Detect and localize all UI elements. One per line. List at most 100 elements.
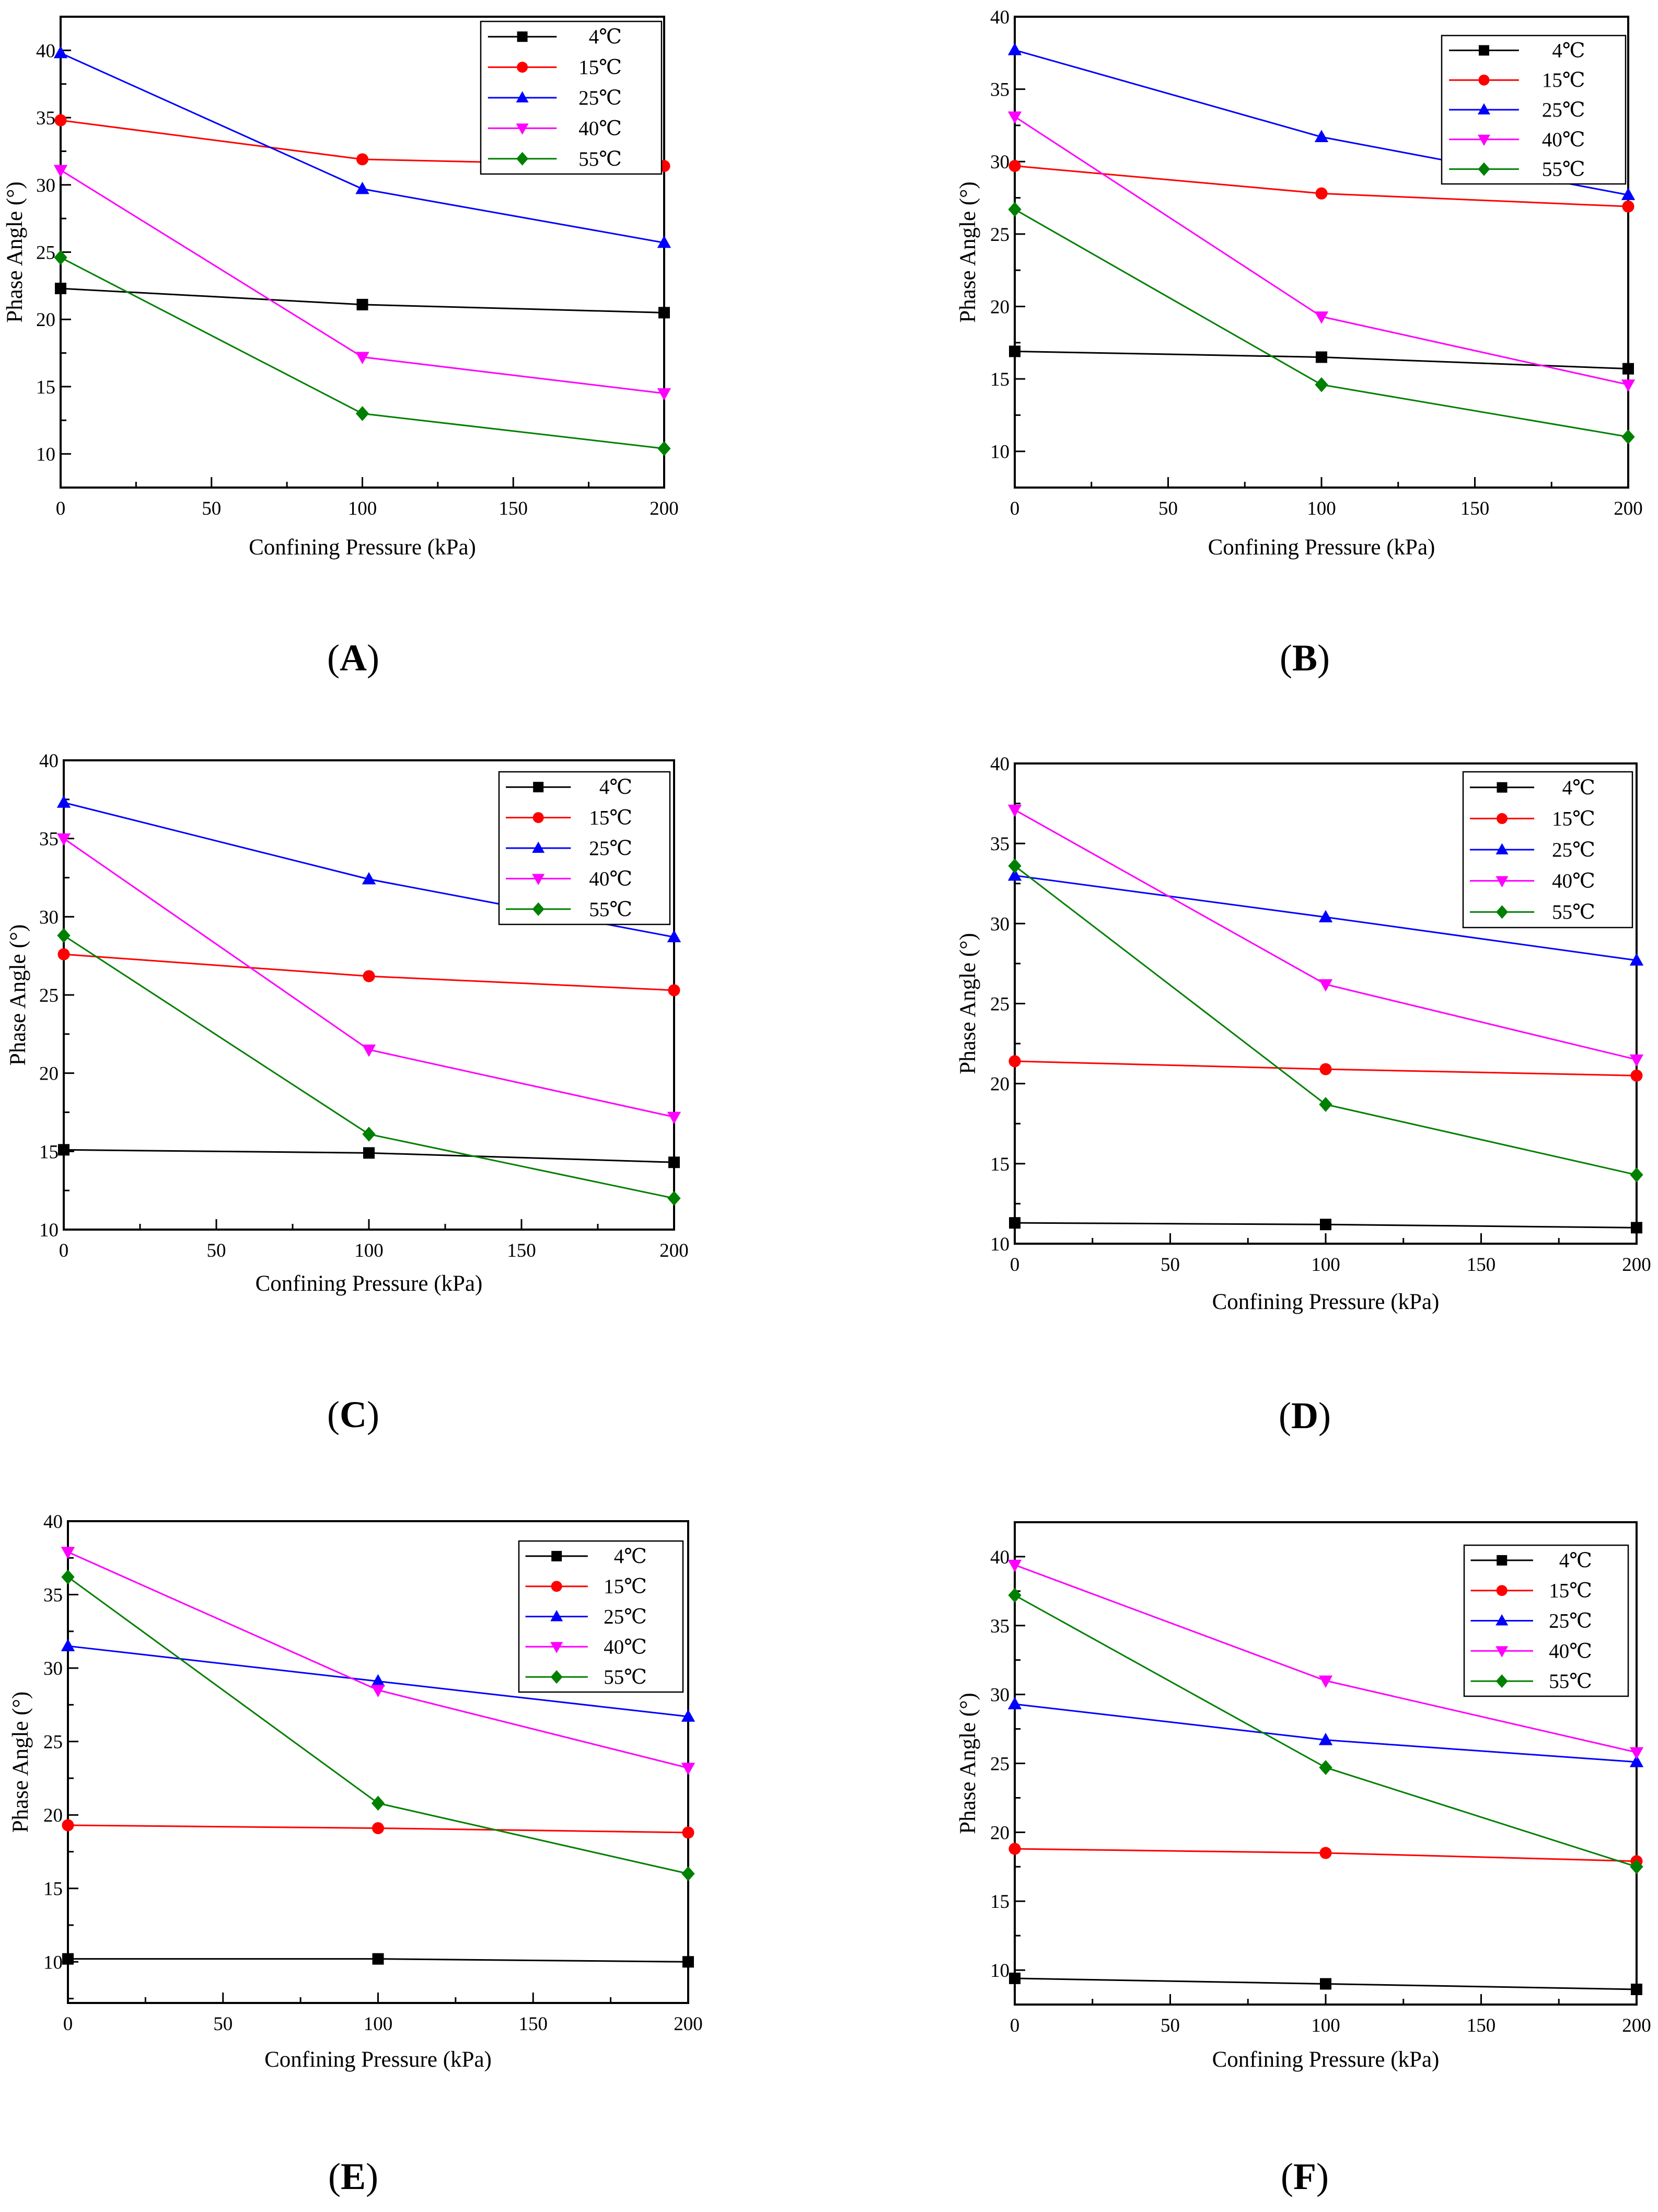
data-point-15c-100kpa: [1315, 187, 1328, 200]
data-point-40c-100kpa: [362, 1044, 376, 1057]
data-point-25c-100kpa: [362, 872, 376, 885]
chart-panel-d: 0 50 100 150 200 10 15 20 25 30 35 40 4℃ 15℃ 25℃ 40℃ 55℃…: [956, 754, 1651, 1437]
legend-box: [1462, 771, 1633, 929]
data-point-15c-100kpa: [363, 970, 375, 982]
panel-caption: (F): [1281, 2156, 1329, 2197]
caption-paren-close: ): [366, 2156, 378, 2197]
data-point-25c-0kpa: [56, 795, 71, 808]
data-point-25c-200kpa: [667, 930, 681, 943]
caption-letter: B: [1292, 637, 1317, 679]
series-4c: [55, 283, 670, 319]
legend-marker-25c: [1477, 103, 1490, 114]
legend-marker-25c: [516, 91, 529, 102]
series-4c: [62, 1953, 694, 1968]
legend-label-15c: 15℃: [589, 807, 632, 829]
x-tick-label: 150: [1460, 498, 1490, 519]
data-point-55c-0kpa: [1008, 202, 1022, 217]
y-tick-label: 10: [990, 1960, 1010, 1982]
x-tick-label: 200: [1622, 2015, 1651, 2036]
legend-label-55c: 55℃: [604, 1666, 647, 1688]
y-tick-label: 30: [990, 152, 1010, 173]
data-point-40c-0kpa: [1007, 804, 1022, 817]
data-point-4c-100kpa: [363, 1147, 375, 1159]
data-point-4c-0kpa: [1009, 1972, 1021, 1984]
data-point-25c-0kpa: [1007, 868, 1022, 881]
x-tick-label: 50: [213, 2013, 233, 2035]
series-15c: [1008, 1843, 1643, 1868]
caption-paren-open: (: [327, 637, 340, 679]
y-tick-label: 30: [990, 913, 1010, 935]
y-tick-label: 30: [39, 907, 59, 928]
data-point-25c-100kpa: [355, 181, 369, 194]
data-point-15c-200kpa: [668, 984, 680, 997]
legend-label-25c: 25℃: [604, 1606, 647, 1628]
data-point-25c-200kpa: [1629, 953, 1644, 966]
legend-label-40c: 40℃: [1552, 870, 1595, 893]
data-point-4c-0kpa: [62, 1953, 74, 1965]
data-point-25c-100kpa: [1318, 910, 1333, 922]
x-tick-label: 100: [354, 1240, 384, 1261]
data-point-15c-200kpa: [1630, 1069, 1643, 1082]
y-axis-label: Phase Angle (°): [3, 181, 27, 322]
y-tick-label: 15: [990, 1154, 1010, 1175]
y-tick-label: 40: [39, 750, 59, 772]
x-tick-label: 150: [499, 498, 528, 519]
x-tick-label: 0: [1010, 498, 1020, 519]
legend-marker-15c: [551, 1581, 562, 1592]
x-tick-label: 150: [1467, 1254, 1496, 1276]
x-tick-label: 100: [348, 498, 377, 519]
data-point-25c-100kpa: [371, 1674, 385, 1687]
x-tick-label: 50: [1158, 498, 1178, 519]
data-point-4c-200kpa: [682, 1956, 694, 1968]
y-tick-label: 10: [36, 444, 55, 466]
y-tick-label: 10: [39, 1220, 59, 1241]
panel-caption: (C): [327, 1394, 379, 1435]
panel-caption: (D): [1279, 1395, 1331, 1437]
y-tick-label: 35: [43, 1585, 63, 1606]
caption-paren-close: ): [1318, 1395, 1331, 1437]
legend-label-55c: 55℃: [1542, 158, 1585, 181]
caption-letter: C: [340, 1394, 367, 1435]
data-point-15c-200kpa: [682, 1826, 694, 1839]
legend-marker-40c: [1495, 876, 1509, 888]
legend-label-4c: 4℃: [1552, 39, 1585, 62]
legend-marker-15c: [517, 62, 528, 73]
y-tick-label: 25: [990, 224, 1010, 246]
y-tick-label: 35: [36, 108, 55, 129]
caption-paren-open: (: [1281, 2156, 1293, 2197]
series-55c: [1008, 858, 1643, 1183]
caption-paren-open: (: [1279, 1395, 1291, 1437]
legend-marker-55c: [1495, 1674, 1508, 1688]
legend: 4℃ 15℃ 25℃ 40℃ 55℃: [1441, 34, 1627, 185]
data-point-40c-200kpa: [667, 1111, 681, 1125]
caption-letter: A: [340, 637, 367, 679]
legend-label-55c: 55℃: [1552, 901, 1595, 923]
data-point-40c-0kpa: [61, 1547, 75, 1559]
data-point-15c-100kpa: [1319, 1063, 1332, 1075]
legend-marker-40c: [1477, 134, 1490, 146]
legend-marker-4c: [1478, 45, 1489, 56]
caption-paren-open: (: [1280, 637, 1292, 679]
series-4c: [1009, 345, 1634, 375]
legend-marker-55c: [1496, 905, 1509, 919]
chart-panel-f: 0 50 100 150 200 10 15 20 25 30 35 40 4℃ 15℃ 25℃ 40℃ 55℃…: [956, 1521, 1651, 2197]
y-axis-label: Phase Angle (°): [956, 933, 980, 1074]
caption-paren-open: (: [327, 1394, 340, 1435]
x-tick-label: 100: [364, 2013, 393, 2035]
y-tick-label: 15: [990, 1891, 1010, 1913]
legend-marker-4c: [533, 782, 544, 793]
y-tick-label: 30: [990, 1685, 1010, 1706]
chart-panel-b: 0 50 100 150 200 10 15 20 25 30 35 40 4℃ 15℃ 25℃ 40℃ 55℃…: [956, 7, 1643, 679]
y-tick-label: 40: [990, 7, 1010, 28]
data-point-40c-200kpa: [681, 1763, 695, 1775]
data-point-55c-100kpa: [371, 1796, 385, 1811]
series-40c: [53, 165, 671, 401]
data-point-55c-100kpa: [355, 406, 369, 421]
data-point-4c-0kpa: [1009, 1217, 1021, 1229]
data-point-55c-0kpa: [1008, 858, 1022, 874]
legend-marker-55c: [516, 152, 529, 166]
legend-label-40c: 40℃: [578, 117, 622, 140]
data-point-4c-200kpa: [1631, 1983, 1642, 1995]
data-point-25c-0kpa: [1007, 1697, 1022, 1710]
